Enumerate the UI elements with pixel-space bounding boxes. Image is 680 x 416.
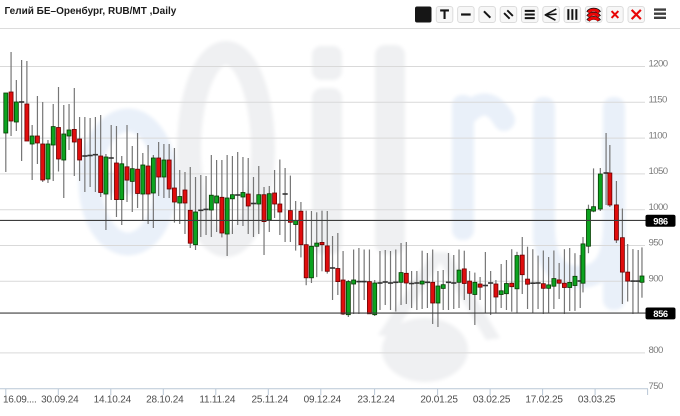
svg-text:1000: 1000 — [649, 202, 668, 213]
svg-text:1050: 1050 — [649, 166, 668, 177]
svg-text:800: 800 — [649, 345, 663, 356]
svg-text:03.03.25: 03.03.25 — [578, 395, 616, 406]
svg-text:30.09.24: 30.09.24 — [41, 395, 79, 406]
svg-text:986: 986 — [653, 215, 668, 226]
svg-text:28.10.24: 28.10.24 — [146, 395, 184, 406]
svg-text:23.12.24: 23.12.24 — [357, 395, 395, 406]
svg-text:11.11.24: 11.11.24 — [199, 395, 235, 406]
svg-text:1200: 1200 — [649, 59, 668, 70]
svg-text:Гелий БЕ–Оренбург, RUB/MT ,Dai: Гелий БЕ–Оренбург, RUB/MT ,Daily — [5, 5, 177, 17]
svg-text:900: 900 — [649, 274, 663, 285]
svg-text:750: 750 — [649, 381, 663, 392]
svg-text:14.10.24: 14.10.24 — [94, 395, 132, 406]
svg-text:20.01.25: 20.01.25 — [420, 395, 458, 406]
svg-text:856: 856 — [653, 308, 668, 319]
svg-text:950: 950 — [649, 238, 663, 249]
svg-text:25.11.24: 25.11.24 — [252, 395, 289, 406]
svg-text:16.09....: 16.09.... — [3, 395, 36, 406]
svg-text:17.02.25: 17.02.25 — [525, 395, 563, 406]
svg-text:1150: 1150 — [649, 95, 667, 106]
svg-text:1100: 1100 — [649, 130, 667, 141]
svg-text:03.02.25: 03.02.25 — [473, 395, 511, 406]
svg-text:09.12.24: 09.12.24 — [304, 395, 342, 406]
